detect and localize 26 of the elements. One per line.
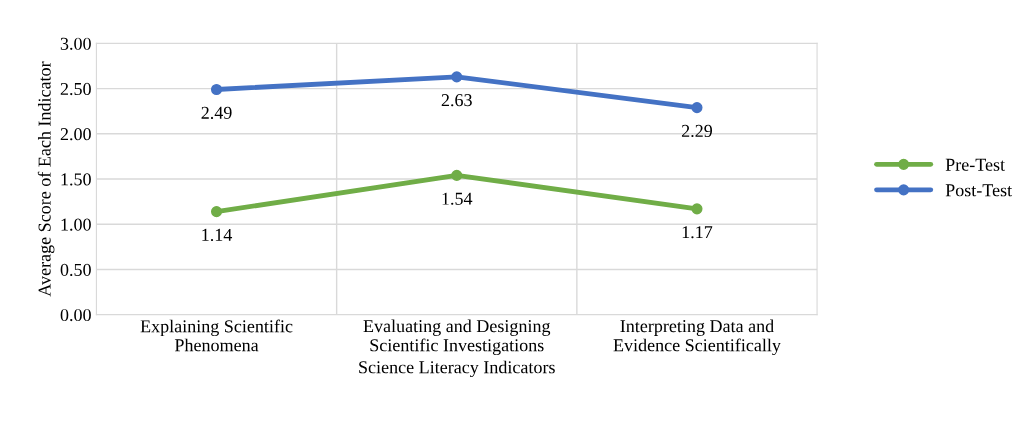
point xyxy=(691,102,703,114)
data-label: 1.17 xyxy=(682,226,713,239)
point xyxy=(210,206,223,218)
data-label: 2.29 xyxy=(681,124,713,138)
legend-label: Pre-Test xyxy=(945,158,1005,171)
x-tick-label: Interpreting Data and Evidence Scientifically xyxy=(613,319,781,356)
y-axis-title: Average Score of Each Indicator xyxy=(37,61,55,297)
data-label: 1.14 xyxy=(202,228,233,242)
y-tick-label: 1.50 xyxy=(61,173,91,186)
point xyxy=(451,71,463,83)
y-tick-label: 0.00 xyxy=(60,308,91,322)
y-tick-label: 3.00 xyxy=(60,37,91,50)
point xyxy=(210,83,223,96)
point xyxy=(691,203,703,215)
point xyxy=(451,169,463,181)
data-label: 2.63 xyxy=(441,94,472,107)
y-tick-label: 1.00 xyxy=(61,218,91,231)
x-tick-label: Explaining Scientific Phenomena xyxy=(140,319,293,352)
data-label: 1.54 xyxy=(442,192,473,205)
x-axis-title: Science Literacy Indicators xyxy=(359,360,555,378)
legend-label: Post-Test xyxy=(945,184,1013,197)
data-label: 2.49 xyxy=(201,106,232,119)
y-tick-label: 2.00 xyxy=(60,128,91,141)
y-tick-label: 2.50 xyxy=(60,82,91,96)
x-tick-label: Evaluating and Designing Scientific Investigations xyxy=(363,319,551,356)
y-tick-label: 0.50 xyxy=(60,263,91,276)
